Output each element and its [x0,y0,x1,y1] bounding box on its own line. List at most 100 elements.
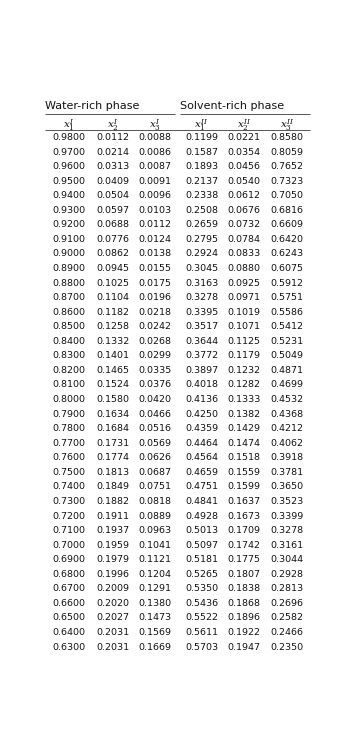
Text: 0.2350: 0.2350 [270,643,303,652]
Text: 0.0818: 0.0818 [139,497,172,506]
Text: 0.6609: 0.6609 [270,221,303,230]
Text: 0.1742: 0.1742 [227,541,260,550]
Text: 0.1774: 0.1774 [96,453,130,462]
Text: 0.3650: 0.3650 [270,482,303,491]
Text: 0.1104: 0.1104 [96,293,130,302]
Text: 0.0086: 0.0086 [139,147,172,156]
Text: 0.1599: 0.1599 [227,482,260,491]
Text: 0.6243: 0.6243 [270,249,303,259]
Text: 0.4871: 0.4871 [270,366,303,375]
Text: 0.1731: 0.1731 [96,439,130,448]
Text: 0.3399: 0.3399 [270,512,303,521]
Text: 0.4928: 0.4928 [185,512,218,521]
Text: 0.2020: 0.2020 [96,599,130,608]
Text: 0.1580: 0.1580 [96,395,130,404]
Text: 0.5013: 0.5013 [185,526,218,535]
Text: 0.0456: 0.0456 [227,162,260,171]
Text: 0.3644: 0.3644 [185,337,218,346]
Text: 0.1587: 0.1587 [185,147,218,156]
Text: 0.7500: 0.7500 [52,468,85,476]
Text: 0.0218: 0.0218 [139,307,172,316]
Text: 0.1669: 0.1669 [139,643,172,652]
Text: 0.0299: 0.0299 [139,352,172,361]
Text: 0.9200: 0.9200 [52,221,85,230]
Text: 0.6420: 0.6420 [270,235,303,244]
Text: 0.8200: 0.8200 [52,366,85,375]
Text: 0.0688: 0.0688 [96,221,130,230]
Text: 0.2009: 0.2009 [96,584,130,593]
Text: 0.0096: 0.0096 [139,191,172,200]
Text: $x_3^{II}$: $x_3^{II}$ [280,118,294,133]
Text: 0.7200: 0.7200 [52,512,85,521]
Text: 0.0880: 0.0880 [227,264,260,273]
Text: 0.1569: 0.1569 [139,628,172,637]
Text: 0.1868: 0.1868 [227,599,260,608]
Text: 0.6700: 0.6700 [52,584,85,593]
Text: 0.9100: 0.9100 [52,235,85,244]
Text: 0.1182: 0.1182 [96,307,130,316]
Text: 0.1775: 0.1775 [227,555,260,564]
Text: 0.0963: 0.0963 [139,526,172,535]
Text: $x_3^{I}$: $x_3^{I}$ [149,118,161,133]
Text: 0.7100: 0.7100 [52,526,85,535]
Text: 0.0103: 0.0103 [139,206,172,215]
Text: $x_2^{II}$: $x_2^{II}$ [237,118,251,133]
Text: 0.2137: 0.2137 [185,177,218,186]
Text: 0.0409: 0.0409 [96,177,130,186]
Text: 0.3772: 0.3772 [185,352,218,361]
Text: 0.8600: 0.8600 [52,307,85,316]
Text: 0.2813: 0.2813 [270,584,303,593]
Text: 0.5265: 0.5265 [185,570,218,579]
Text: 0.0466: 0.0466 [139,410,172,419]
Text: 0.0945: 0.0945 [96,264,130,273]
Text: 0.0221: 0.0221 [227,133,260,142]
Text: $x_2^{I}$: $x_2^{I}$ [107,118,119,133]
Text: 0.4699: 0.4699 [270,381,303,390]
Text: 0.1232: 0.1232 [227,366,260,375]
Text: 0.3163: 0.3163 [185,278,218,287]
Text: 0.6900: 0.6900 [52,555,85,564]
Text: 0.5912: 0.5912 [270,278,303,287]
Text: 0.2659: 0.2659 [185,221,218,230]
Text: 0.0540: 0.0540 [227,177,260,186]
Text: 0.6600: 0.6600 [52,599,85,608]
Text: 0.9400: 0.9400 [52,191,85,200]
Text: 0.0138: 0.0138 [139,249,172,259]
Text: 0.0687: 0.0687 [139,468,172,476]
Text: 0.3278: 0.3278 [270,526,303,535]
Text: 0.0784: 0.0784 [227,235,260,244]
Text: 0.4250: 0.4250 [185,410,218,419]
Text: 0.0776: 0.0776 [96,235,130,244]
Text: 0.1518: 0.1518 [227,453,260,462]
Text: 0.1258: 0.1258 [96,322,130,331]
Text: 0.3395: 0.3395 [185,307,218,316]
Text: 0.1709: 0.1709 [227,526,260,535]
Text: 0.4062: 0.4062 [270,439,303,448]
Text: 0.2924: 0.2924 [185,249,218,259]
Text: 0.3781: 0.3781 [270,468,303,476]
Text: 0.0313: 0.0313 [96,162,130,171]
Text: Water-rich phase: Water-rich phase [45,101,140,111]
Text: 0.0751: 0.0751 [139,482,172,491]
Text: 0.6300: 0.6300 [52,643,85,652]
Text: 0.7323: 0.7323 [270,177,303,186]
Text: 0.0196: 0.0196 [139,293,172,302]
Text: 0.0376: 0.0376 [139,381,172,390]
Text: 0.4136: 0.4136 [185,395,218,404]
Text: Solvent-rich phase: Solvent-rich phase [181,101,284,111]
Text: 0.5611: 0.5611 [185,628,218,637]
Text: 0.1684: 0.1684 [96,424,130,433]
Text: 0.7400: 0.7400 [52,482,85,491]
Text: 0.1813: 0.1813 [96,468,130,476]
Text: 0.2928: 0.2928 [270,570,303,579]
Text: 0.8580: 0.8580 [270,133,303,142]
Text: 0.1882: 0.1882 [96,497,130,506]
Text: 0.5522: 0.5522 [185,613,218,622]
Text: 0.8000: 0.8000 [52,395,85,404]
Text: 0.3278: 0.3278 [185,293,218,302]
Text: 0.2031: 0.2031 [96,628,130,637]
Text: 0.1332: 0.1332 [96,337,130,346]
Text: 0.1380: 0.1380 [139,599,172,608]
Text: 0.0420: 0.0420 [139,395,172,404]
Text: 0.1838: 0.1838 [227,584,260,593]
